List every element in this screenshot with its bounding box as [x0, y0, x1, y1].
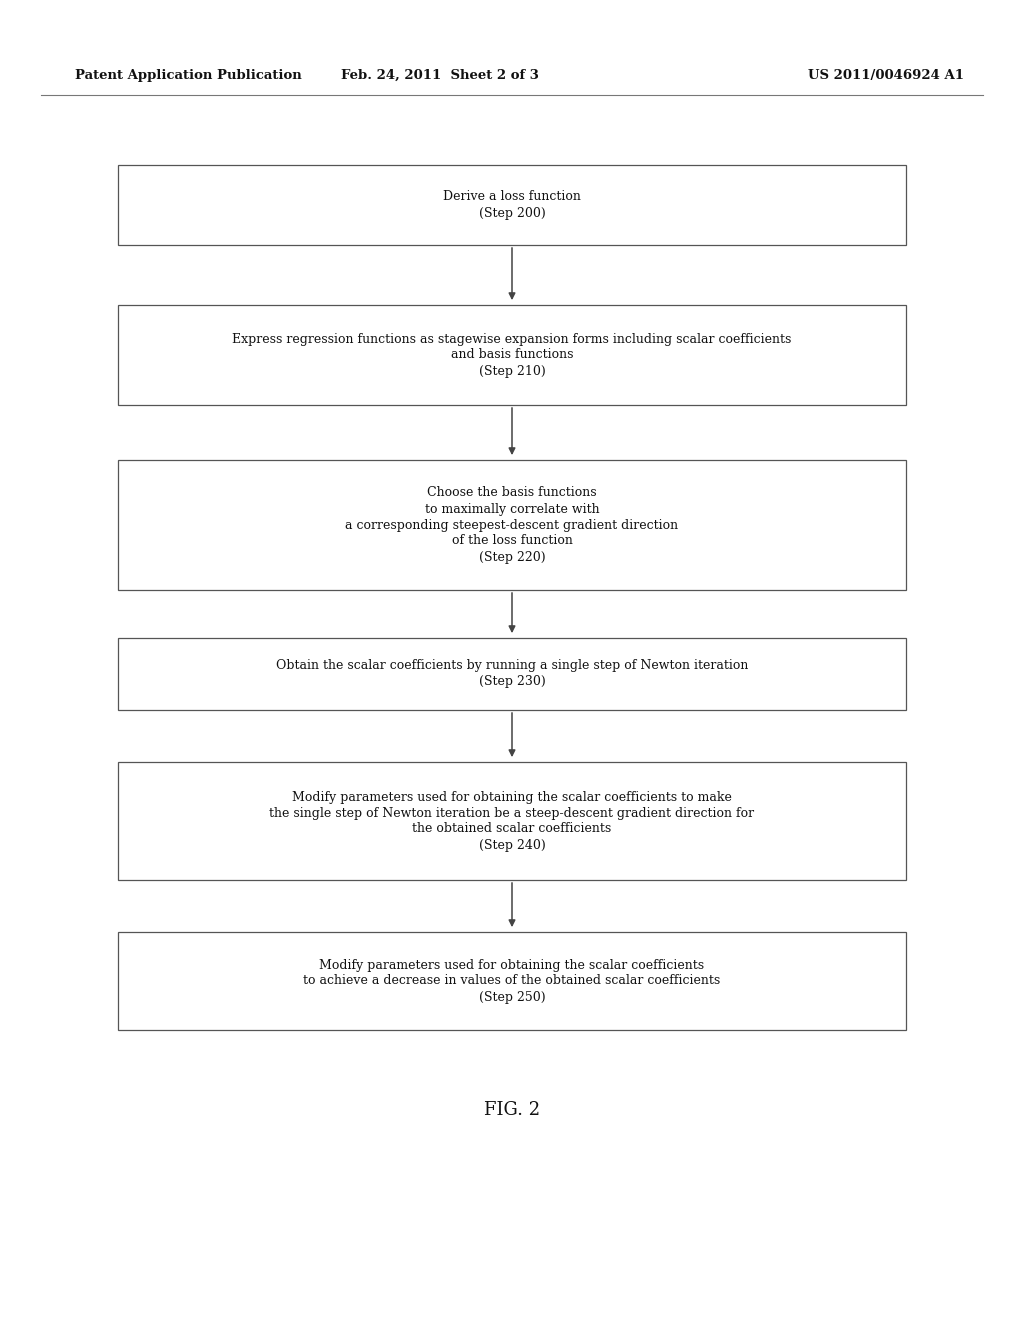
Text: the single step of Newton iteration be a steep-descent gradient direction for: the single step of Newton iteration be a… [269, 807, 755, 820]
Text: of the loss function: of the loss function [452, 535, 572, 548]
Text: Derive a loss function: Derive a loss function [443, 190, 581, 203]
Text: to maximally correlate with: to maximally correlate with [425, 503, 599, 516]
Bar [118, 305, 906, 405]
Text: (Step 230): (Step 230) [478, 676, 546, 689]
Text: Feb. 24, 2011  Sheet 2 of 3: Feb. 24, 2011 Sheet 2 of 3 [341, 69, 540, 82]
Text: (Step 220): (Step 220) [478, 550, 546, 564]
Text: Obtain the scalar coefficients by running a single step of Newton iteration: Obtain the scalar coefficients by runnin… [275, 660, 749, 672]
Text: (Step 250): (Step 250) [478, 990, 546, 1003]
Text: FIG. 2: FIG. 2 [484, 1101, 540, 1119]
Text: to achieve a decrease in values of the obtained scalar coefficients: to achieve a decrease in values of the o… [303, 974, 721, 987]
Text: Modify parameters used for obtaining the scalar coefficients to make: Modify parameters used for obtaining the… [292, 791, 732, 804]
Text: Patent Application Publication: Patent Application Publication [75, 69, 302, 82]
Text: Choose the basis functions: Choose the basis functions [427, 487, 597, 499]
Text: a corresponding steepest-descent gradient direction: a corresponding steepest-descent gradien… [345, 519, 679, 532]
Text: (Step 200): (Step 200) [478, 206, 546, 219]
Bar [118, 762, 906, 880]
Text: (Step 240): (Step 240) [478, 838, 546, 851]
Text: and basis functions: and basis functions [451, 348, 573, 362]
Text: the obtained scalar coefficients: the obtained scalar coefficients [413, 822, 611, 836]
Text: US 2011/0046924 A1: US 2011/0046924 A1 [808, 69, 964, 82]
Text: Modify parameters used for obtaining the scalar coefficients: Modify parameters used for obtaining the… [319, 958, 705, 972]
Bar [118, 165, 906, 246]
Bar [118, 932, 906, 1030]
Text: (Step 210): (Step 210) [478, 364, 546, 378]
Bar [118, 459, 906, 590]
Text: Express regression functions as stagewise expansion forms including scalar coeff: Express regression functions as stagewis… [232, 333, 792, 346]
Bar [118, 638, 906, 710]
